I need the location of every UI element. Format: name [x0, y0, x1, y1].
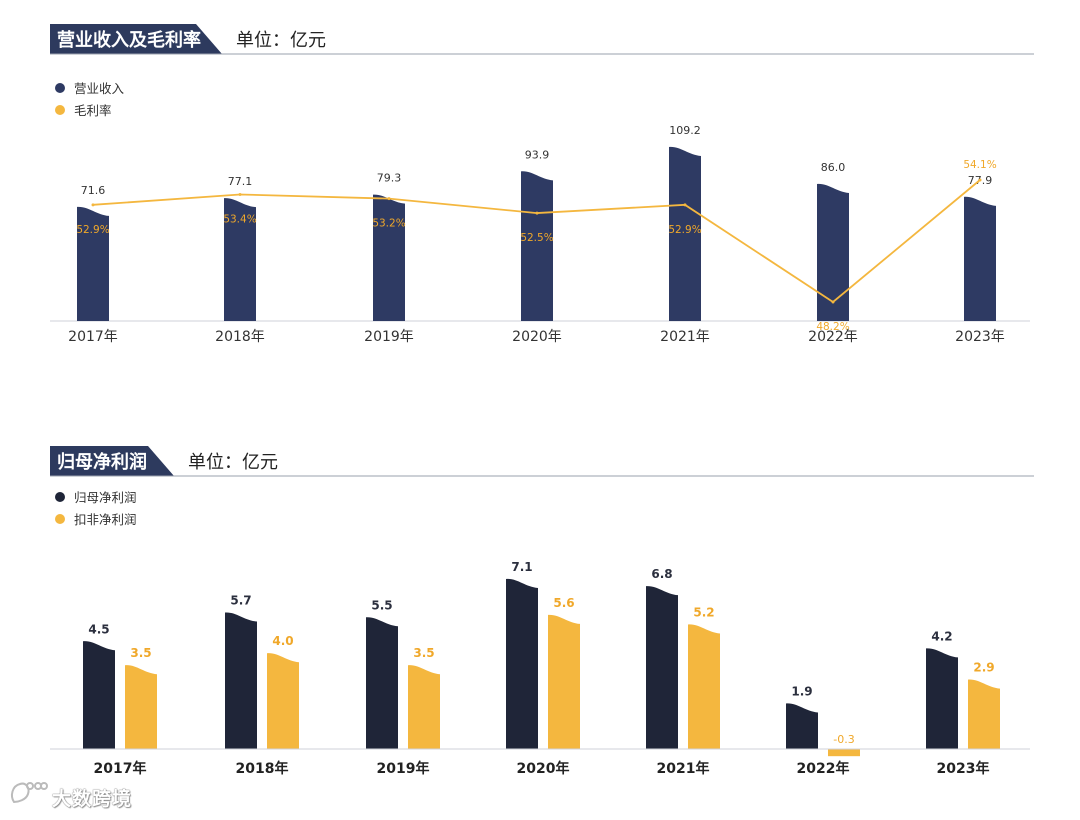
x-tick-label: 2023年 [937, 760, 990, 777]
net-profit-bar [366, 617, 398, 749]
x-tick-label: 2021年 [657, 760, 710, 777]
net-profit-bar [786, 703, 818, 749]
legend-label: 毛利率 [74, 103, 112, 118]
net-profit-bar [225, 612, 257, 749]
x-tick-label: 2018年 [215, 329, 265, 345]
gross-margin-point [387, 197, 391, 201]
watermark-logo-icon [11, 782, 48, 804]
revenue-value-label: 93.9 [525, 148, 550, 161]
gross-margin-label: 53.2% [372, 218, 405, 230]
revenue-bar [77, 206, 109, 321]
gross-margin-label: 48.2% [816, 321, 849, 333]
net-profit-bar [926, 648, 958, 749]
adjusted-profit-value-label: 5.6 [553, 596, 574, 610]
revenue-bar [224, 198, 256, 321]
x-tick-label: 2023年 [955, 329, 1005, 345]
gross-margin-point [535, 211, 539, 215]
legend-marker [55, 492, 65, 502]
adjusted-profit-bar [267, 653, 299, 749]
revenue-bar [521, 171, 553, 321]
gross-margin-point [831, 300, 835, 304]
x-tick-label: 2022年 [797, 760, 850, 777]
adjusted-profit-bar [548, 614, 580, 749]
x-tick-label: 2019年 [377, 760, 430, 777]
revenue-value-label: 86.0 [821, 161, 846, 174]
net-profit-value-label: 7.1 [511, 560, 532, 574]
gross-margin-label: 53.4% [223, 213, 256, 225]
gross-margin-label: 52.9% [76, 224, 109, 236]
revenue-value-label: 109.2 [669, 124, 701, 137]
adjusted-profit-value-label: 2.9 [973, 661, 994, 675]
gross-margin-label: 52.5% [520, 232, 553, 244]
net-profit-value-label: 1.9 [791, 685, 812, 699]
gross-margin-point [978, 178, 982, 182]
legend-label: 营业收入 [74, 81, 125, 96]
x-tick-label: 2022年 [808, 329, 858, 345]
watermark-text: 大数跨境 [52, 788, 133, 810]
net-profit-value-label: 4.5 [88, 622, 109, 636]
revenue-bar [964, 196, 996, 321]
net-profit-value-label: 5.7 [230, 594, 251, 608]
watermark: 大数跨境 [8, 778, 148, 812]
adjusted-profit-value-label: -0.3 [833, 733, 854, 746]
gross-margin-point [91, 203, 95, 207]
x-tick-label: 2018年 [236, 760, 289, 777]
revenue-value-label: 77.1 [228, 175, 253, 188]
legend-marker [55, 105, 65, 115]
legend-marker [55, 83, 65, 93]
net-profit-value-label: 4.2 [931, 629, 952, 643]
adjusted-profit-bar [968, 679, 1000, 749]
section-title: 营业收入及毛利率 [57, 29, 201, 51]
x-tick-label: 2020年 [512, 329, 562, 345]
net-profit-value-label: 5.5 [371, 598, 392, 612]
revenue-bar [817, 183, 849, 321]
legend-marker [55, 514, 65, 524]
adjusted-profit-value-label: 4.0 [272, 634, 293, 648]
adjusted-profit-bar [125, 665, 157, 749]
section-title-tab [50, 446, 174, 476]
gross-margin-point [683, 203, 687, 207]
x-tick-label: 2017年 [94, 760, 147, 777]
net-profit-bar [83, 641, 115, 749]
adjusted-profit-value-label: 3.5 [130, 646, 151, 660]
revenue-value-label: 71.6 [81, 184, 106, 197]
net-profit-bar [506, 578, 538, 749]
adjusted-profit-bar [688, 624, 720, 749]
unit-label: 单位：亿元 [188, 452, 278, 473]
revenue-bar [669, 146, 701, 321]
adjusted-profit-value-label: 3.5 [413, 646, 434, 660]
net-profit-value-label: 6.8 [651, 567, 672, 581]
x-tick-label: 2019年 [364, 329, 414, 345]
section-title: 归母净利润 [57, 451, 147, 473]
section-title-tab [50, 24, 222, 54]
legend-label: 扣非净利润 [74, 512, 137, 527]
x-tick-label: 2017年 [68, 329, 118, 345]
adjusted-profit-bar [408, 665, 440, 749]
revenue-bar [373, 194, 405, 321]
gross-margin-point [238, 192, 242, 196]
gross-margin-label: 54.1% [963, 159, 996, 171]
gross-margin-label: 52.9% [668, 224, 701, 236]
legend-label: 归母净利润 [74, 490, 137, 505]
revenue-value-label: 79.3 [377, 172, 402, 185]
unit-label: 单位：亿元 [236, 30, 326, 51]
adjusted-profit-bar [828, 749, 860, 757]
adjusted-profit-value-label: 5.2 [693, 605, 714, 619]
x-tick-label: 2020年 [517, 760, 570, 777]
x-tick-label: 2021年 [660, 329, 710, 345]
net-profit-bar [646, 586, 678, 749]
